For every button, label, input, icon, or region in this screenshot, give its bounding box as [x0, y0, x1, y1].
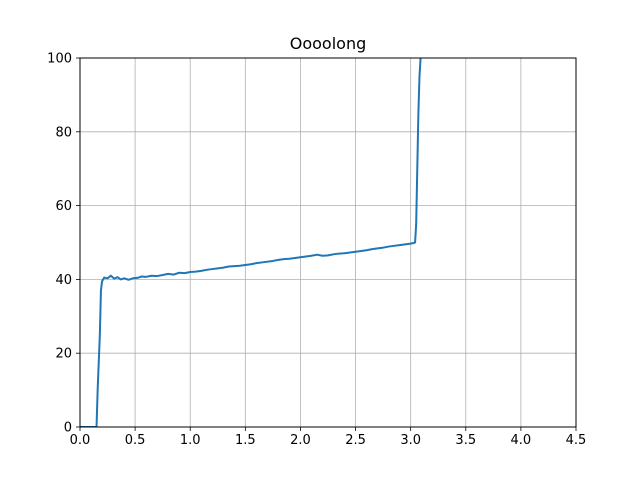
y-tick-label: 40: [55, 273, 72, 288]
y-axis-ticks: 0 20 40 60 80 100: [47, 52, 80, 436]
x-tick-label: 2.0: [290, 433, 311, 448]
x-tick-label: 0.0: [70, 433, 91, 448]
x-tick-label: 2.5: [345, 433, 366, 448]
x-tick-label: 3.0: [400, 433, 421, 448]
plot-frame: [79, 57, 577, 428]
axes: [79, 57, 577, 428]
y-tick-label: 20: [55, 347, 72, 362]
x-tick-label: 0.5: [125, 433, 146, 448]
series-layer: [80, 58, 422, 427]
x-tick-label: 1.0: [180, 433, 201, 448]
y-tick-label: 60: [55, 199, 72, 214]
grid-lines: [79, 57, 577, 428]
series-line-0: [80, 58, 422, 427]
y-tick-label: 80: [55, 125, 72, 140]
y-tick-label: 100: [47, 52, 72, 67]
x-tick-label: 4.0: [511, 433, 532, 448]
chart-title: Oooolong: [290, 34, 367, 53]
x-tick-label: 1.5: [235, 433, 256, 448]
y-tick-label: 0: [64, 421, 72, 436]
x-tick-label: 3.5: [455, 433, 476, 448]
x-axis-ticks: 0.0 0.5 1.0 1.5 2.0 2.5 3.0 3.5 4.0 4.5: [70, 427, 587, 448]
x-tick-label: 4.5: [566, 433, 587, 448]
